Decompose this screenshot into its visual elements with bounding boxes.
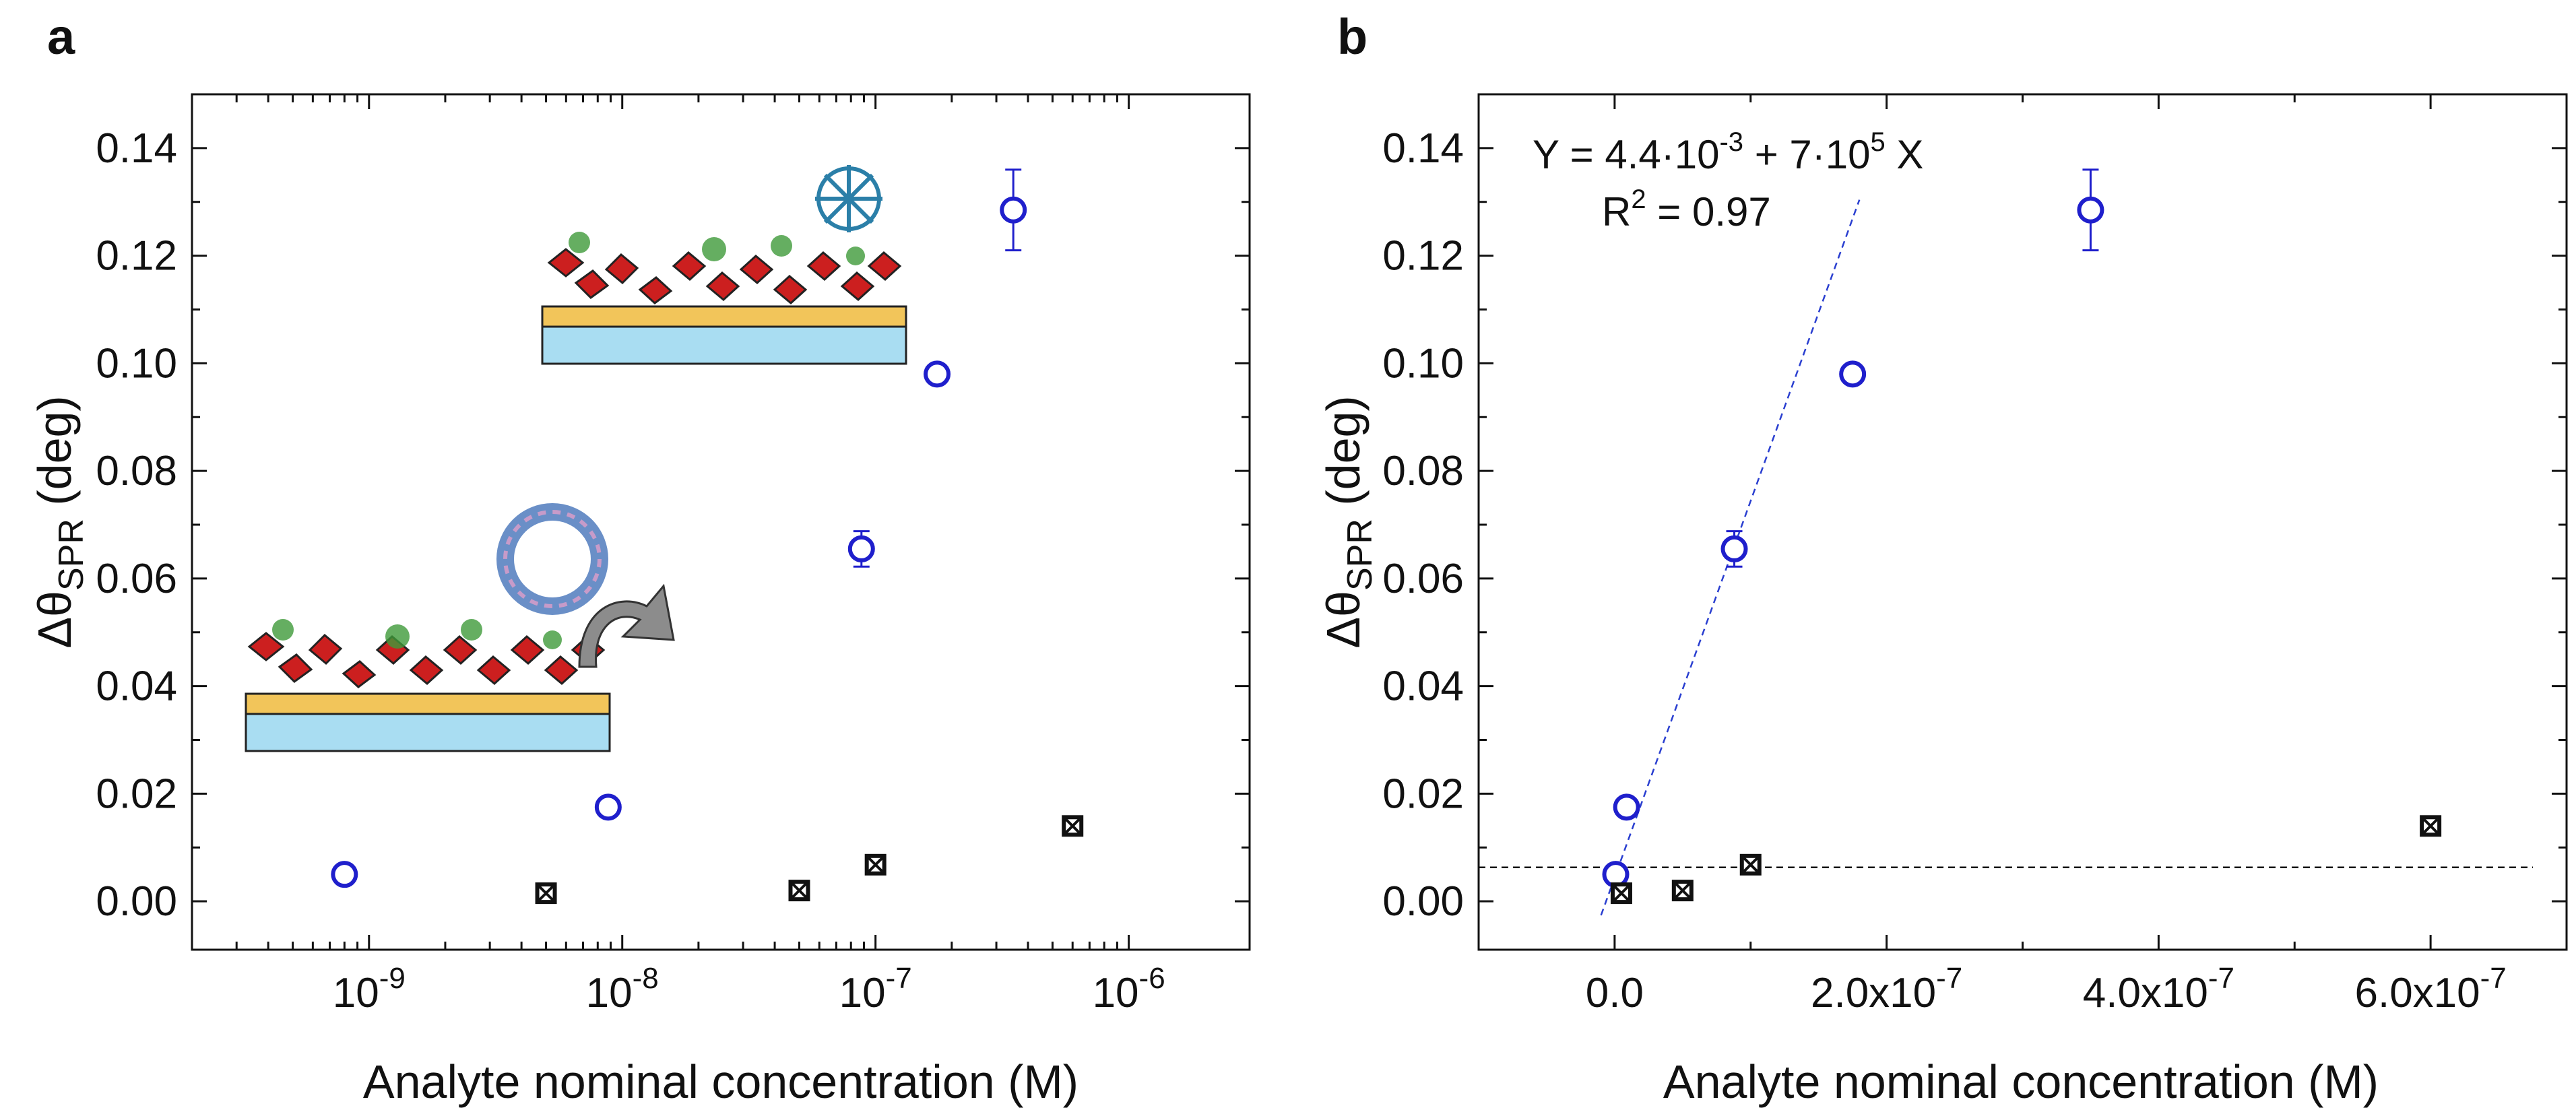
panel-b-ytick-label: 0.08 xyxy=(1382,448,1464,494)
panel-b-chart: 0.00 0.02 0.04 0.06 0.08 0.10 0.12 0.14 0.0 2.0x… xyxy=(1382,93,2568,1016)
panel-b-target-point xyxy=(1613,793,1640,821)
panel-a-frame xyxy=(191,93,1251,951)
panel-a-ytick-label: 0.04 xyxy=(96,663,177,710)
panel-b-frame xyxy=(1477,93,2568,951)
panel-b-xtick-label: 2.0x10-7 xyxy=(1811,962,1962,1016)
panel-b-ytick-label: 0.00 xyxy=(1382,878,1464,925)
panel-b-ytick-label: 0.06 xyxy=(1382,556,1464,602)
panel-a-ytick-label: 0.02 xyxy=(96,771,177,817)
panel-b-control-point-cross xyxy=(1675,882,1691,899)
fit-equation: Y = 4.4·10-3 + 7·105 X xyxy=(1533,127,1923,177)
panel-b-target-point xyxy=(1839,360,1867,388)
panel-a-ylabel: ΔθSPR (deg) xyxy=(28,395,91,649)
r-squared-label: R2 = 0.97 xyxy=(1602,185,1771,234)
panel-a-ytick-label: 0.12 xyxy=(96,233,177,280)
panel-a-target-point xyxy=(1000,196,1027,224)
panel-b-ytick-label: 0.14 xyxy=(1382,125,1464,172)
panel-a-xtick-label: 10-6 xyxy=(1093,962,1165,1016)
surface-illustration-lower xyxy=(245,503,675,752)
panel-b-target-point xyxy=(2077,196,2104,224)
panel-a-ytick-label: 0.00 xyxy=(96,878,177,925)
panel-b-ytick-label: 0.02 xyxy=(1382,771,1464,817)
panel-a-target-point xyxy=(594,793,622,821)
panel-a-target-point xyxy=(924,360,951,388)
ring-protein-icon xyxy=(496,503,608,615)
panel-a-ytick-label: 0.08 xyxy=(96,448,177,494)
panel-b-xtick-label: 0.0 xyxy=(1586,970,1644,1016)
panel-a-target-point xyxy=(331,861,358,888)
panel-b-ylabel: ΔθSPR (deg) xyxy=(1317,395,1380,649)
panel-b-control-point-cross xyxy=(2422,818,2439,834)
binding-arrow-icon xyxy=(578,583,675,668)
panel-b-control-point-cross xyxy=(1613,885,1630,901)
panel-b-control-point-cross xyxy=(1743,857,1759,873)
panel-b-xtick-label: 6.0x10-7 xyxy=(2354,962,2506,1016)
panel-a-xtick-label: 10-8 xyxy=(586,962,659,1016)
surface-illustration-upper xyxy=(541,165,907,365)
panel-label-a: a xyxy=(47,9,75,65)
panel-b-ytick-label: 0.12 xyxy=(1382,233,1464,280)
panel-a-control-point-cross xyxy=(538,885,554,901)
panel-b-ytick-label: 0.10 xyxy=(1382,340,1464,387)
panel-b-xlabel: Analyte nominal concentration (M) xyxy=(1663,1055,2379,1108)
panel-a-chart: 0.00 0.02 0.04 0.06 0.08 0.10 0.12 0.14 10-9 10-… xyxy=(96,93,1251,1016)
panel-b-xtick-label: 4.0x10-7 xyxy=(2083,962,2234,1016)
panel-a-xtick-label: 10-9 xyxy=(333,962,406,1016)
panel-a-control-point-cross xyxy=(868,857,884,873)
protein-complex-icon xyxy=(815,165,882,232)
panel-b-target-point xyxy=(1720,535,1748,562)
panel-a-xlabel: Analyte nominal concentration (M) xyxy=(363,1055,1078,1108)
panel-label-b: b xyxy=(1337,9,1367,65)
panel-a-target-point xyxy=(847,535,875,562)
panel-a-control-point-cross xyxy=(792,882,807,899)
panel-a-ytick-label: 0.14 xyxy=(96,125,177,172)
panel-a-control-point-cross xyxy=(1064,818,1081,834)
panel-a-xtick-label: 10-7 xyxy=(839,962,912,1016)
panel-b-ytick-label: 0.04 xyxy=(1382,663,1464,710)
panel-a-ytick-label: 0.10 xyxy=(96,340,177,387)
panel-a-ytick-label: 0.06 xyxy=(96,556,177,602)
panel-b-target-point xyxy=(1602,861,1630,888)
